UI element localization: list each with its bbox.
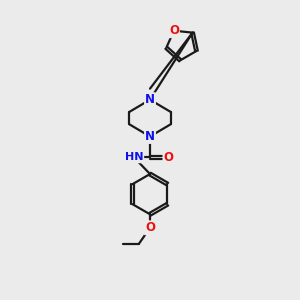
Text: N: N xyxy=(145,93,155,106)
Text: HN: HN xyxy=(125,152,143,162)
Text: N: N xyxy=(145,130,155,143)
Text: O: O xyxy=(164,151,173,164)
Text: O: O xyxy=(145,221,155,234)
Text: O: O xyxy=(169,24,179,37)
